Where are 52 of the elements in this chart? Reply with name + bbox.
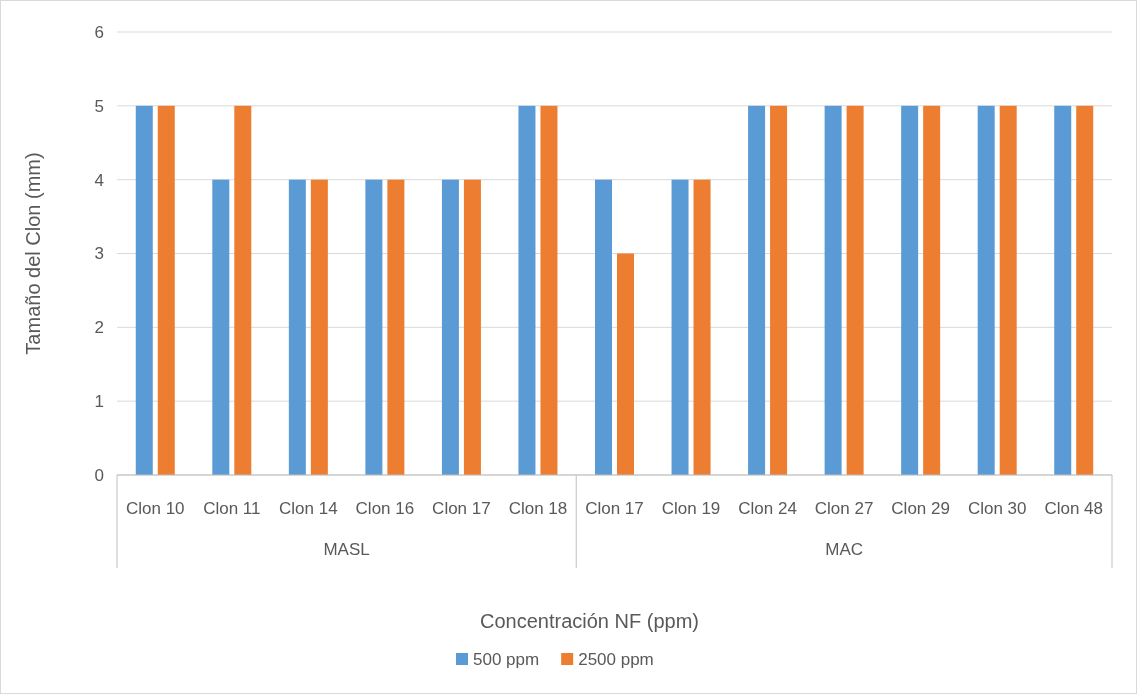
- x-tick-label: Clon 30: [967, 499, 1027, 518]
- bar: [671, 179, 689, 475]
- y-tick-label: 4: [94, 170, 104, 190]
- y-axis-title: Tamaño del Clon (mm): [22, 152, 44, 355]
- x-tick-label: Clon 11: [203, 499, 261, 518]
- bar: [518, 105, 536, 475]
- x-axis-title: Concentración NF (ppm): [480, 610, 699, 632]
- x-tick-label: Clon 18: [508, 499, 568, 518]
- bar: [748, 105, 766, 475]
- x-tick-label: Clon 14: [279, 499, 338, 518]
- bar: [846, 105, 864, 475]
- bar: [977, 105, 995, 475]
- x-tick-label: Clon 29: [891, 499, 950, 518]
- x-tick-label: Clon 10: [125, 499, 185, 518]
- x-tick-label: Clon 17: [585, 499, 644, 518]
- bar: [288, 179, 306, 475]
- y-tick-label: 3: [94, 244, 104, 264]
- x-tick-label: Clon 48: [1044, 499, 1104, 518]
- y-tick-label: 1: [94, 392, 104, 412]
- bar: [770, 105, 788, 475]
- text: MAC: [825, 540, 864, 559]
- y-tick-label: 2: [94, 318, 104, 338]
- bar: [923, 105, 941, 475]
- bar: [901, 105, 919, 475]
- x-tick-label: Clon 19: [661, 499, 721, 518]
- x-tick-label: Clon 17: [432, 499, 491, 518]
- bar: [387, 179, 405, 475]
- bar: [693, 179, 711, 475]
- bar: [617, 253, 634, 475]
- bar: [365, 179, 383, 475]
- bar: [157, 105, 175, 475]
- bar: [1076, 105, 1094, 475]
- y-tick-label: 0: [94, 465, 104, 485]
- text: MASL: [323, 540, 370, 559]
- bar: [1054, 105, 1072, 475]
- bar: [463, 179, 481, 475]
- y-tick-label: 6: [94, 22, 104, 42]
- bar: [824, 105, 842, 475]
- x-tick-label: Clon 24: [738, 499, 797, 518]
- legend-label: 500 ppm: [473, 650, 540, 669]
- bar: [595, 179, 612, 475]
- bar: [234, 105, 252, 475]
- x-tick-label: Clon 16: [355, 499, 415, 518]
- y-tick-label: 5: [94, 96, 104, 116]
- bar: [441, 179, 459, 475]
- bar: [540, 105, 558, 475]
- bar: [135, 105, 153, 475]
- x-tick-label: Clon 27: [814, 499, 874, 518]
- bar: [212, 179, 230, 475]
- bar: [310, 179, 328, 475]
- legend-label: 2500 ppm: [578, 650, 654, 669]
- bar: [999, 105, 1017, 475]
